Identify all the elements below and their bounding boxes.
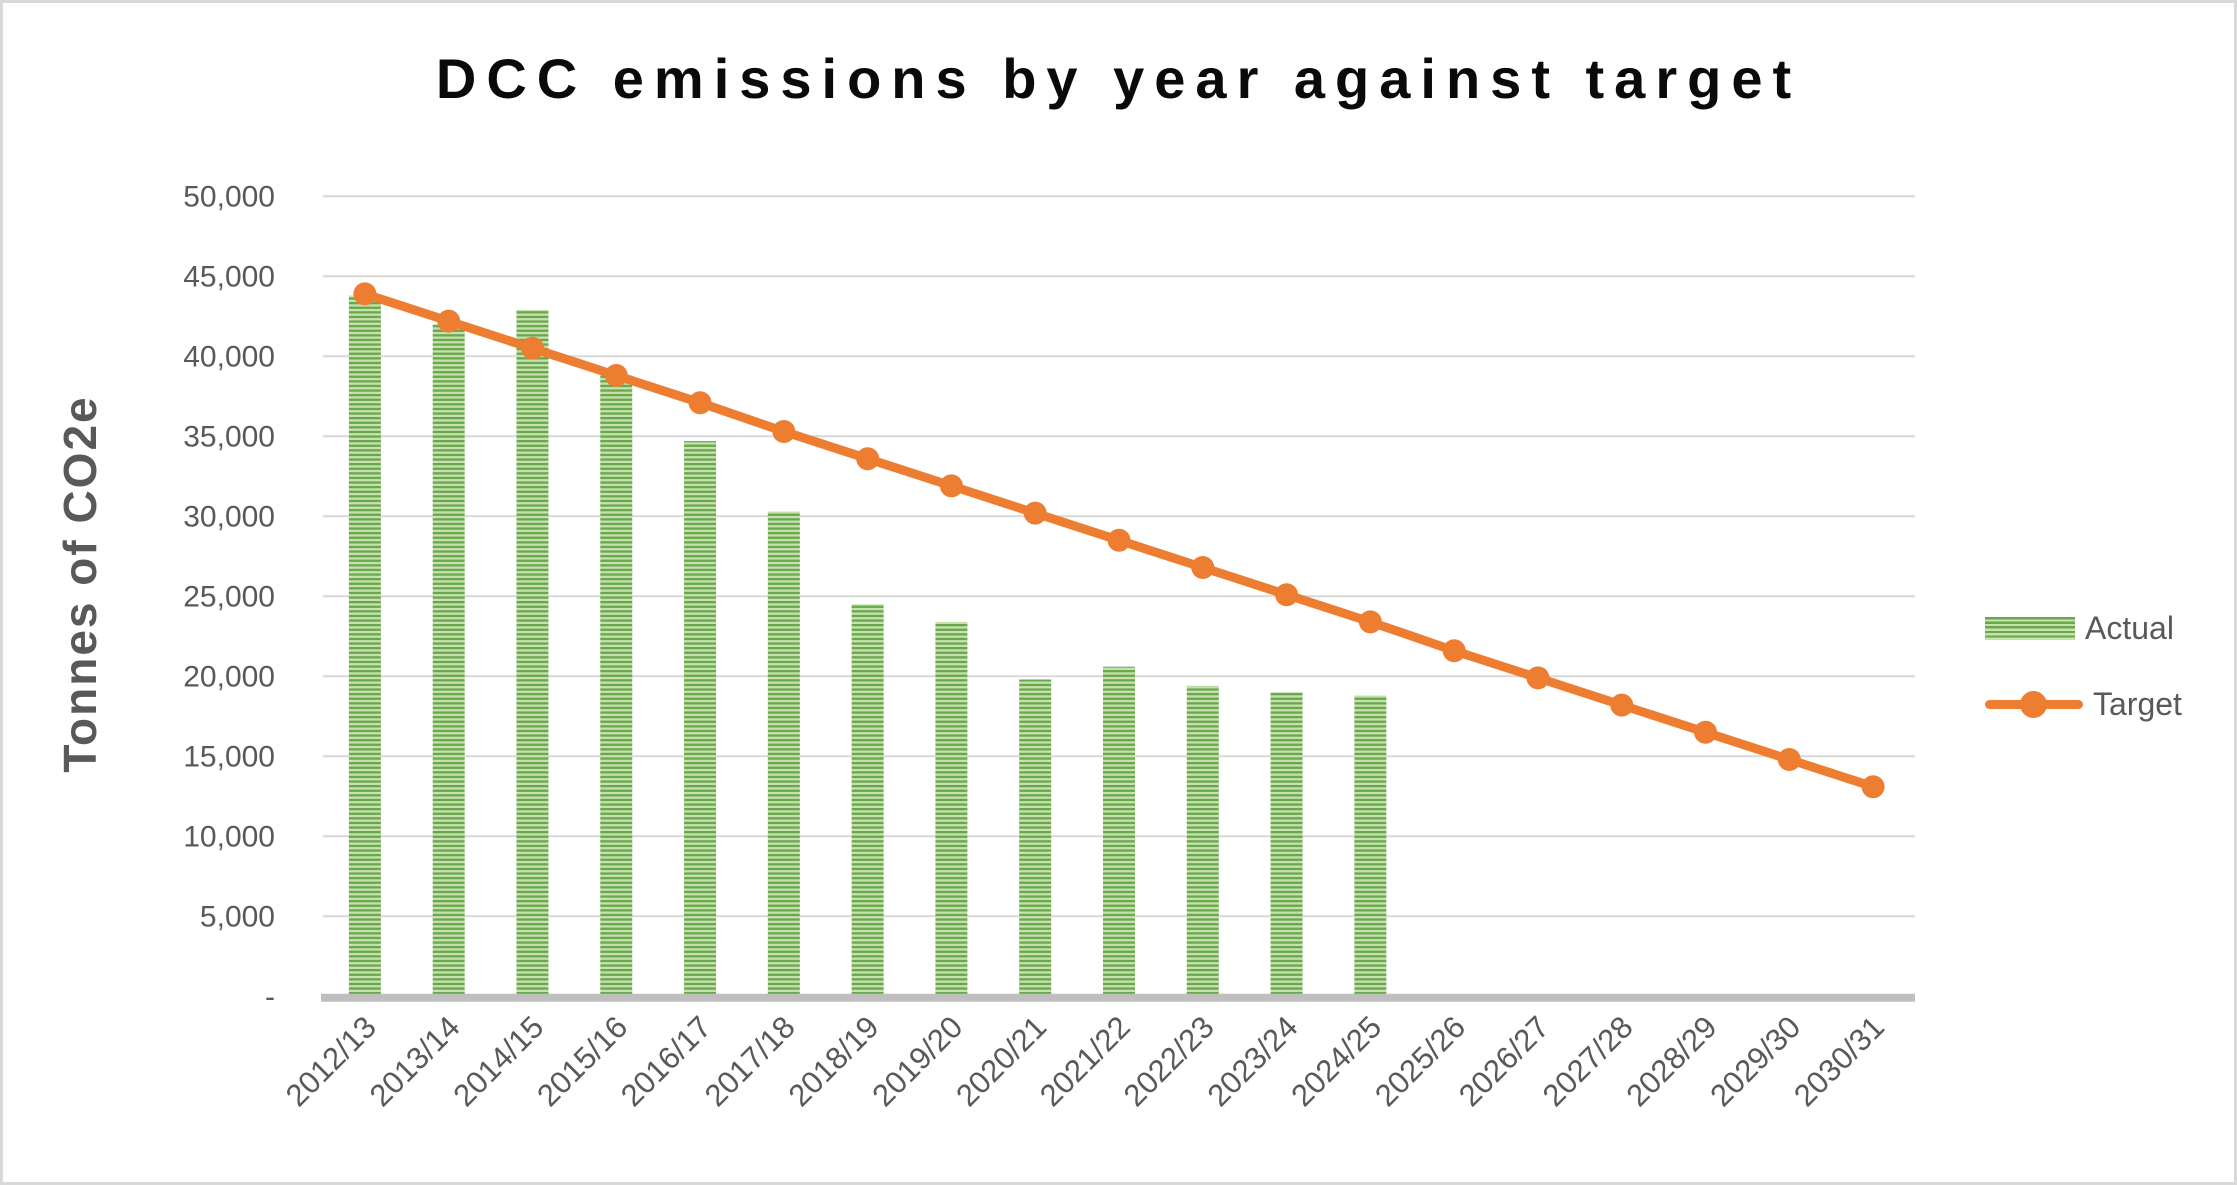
- y-tick-label: 25,000: [183, 580, 275, 613]
- actual-bar-2018/19: [851, 604, 884, 994]
- actual-bar-2015/16: [600, 375, 633, 994]
- x-tick-label: 2023/24: [1201, 1009, 1305, 1113]
- target-marker-2017/18: [772, 420, 796, 443]
- actual-bar-2019/20: [935, 621, 968, 994]
- target-marker-2018/19: [856, 447, 880, 471]
- y-tick-label: 40,000: [183, 340, 275, 373]
- x-tick-label: 2028/29: [1619, 1009, 1723, 1113]
- legend-item-target: Target: [1985, 681, 2182, 727]
- target-marker-2016/17: [688, 391, 712, 415]
- x-tick-label: 2016/17: [614, 1009, 718, 1113]
- actual-bar-2014/15: [516, 309, 549, 994]
- target-marker-2020/21: [1023, 501, 1047, 525]
- target-marker-2026/27: [1526, 666, 1550, 690]
- x-tick-label: 2014/15: [446, 1009, 550, 1113]
- actual-bar-2021/22: [1103, 666, 1135, 994]
- y-tick-label: 10,000: [183, 820, 275, 853]
- target-marker-2015/16: [604, 364, 628, 387]
- y-tick-label: 35,000: [183, 420, 275, 453]
- y-tick-label: 15,000: [183, 740, 275, 773]
- target-marker-2025/26: [1442, 639, 1466, 663]
- target-marker-2013/14: [437, 309, 461, 333]
- target-series-swatch-icon: [1985, 690, 2083, 718]
- target-marker-2027/28: [1610, 693, 1634, 717]
- target-marker-2021/22: [1107, 528, 1131, 552]
- actual-bar-2012/13: [348, 295, 381, 994]
- actual-bar-2017/18: [767, 511, 800, 994]
- y-tick-label: 45,000: [183, 260, 275, 293]
- y-tick-label: 20,000: [183, 660, 275, 693]
- chart-title: DCC emissions by year against target: [435, 47, 1802, 110]
- x-tick-label: 2012/13: [279, 1009, 383, 1113]
- actual-bar-2016/17: [684, 441, 717, 995]
- target-marker-2024/25: [1358, 610, 1382, 634]
- x-tick-label: 2022/23: [1117, 1009, 1221, 1113]
- target-marker-2012/13: [353, 282, 377, 306]
- x-tick-label: 2015/16: [530, 1009, 634, 1113]
- target-marker-2019/20: [939, 474, 963, 498]
- legend-label-target: Target: [2093, 685, 2182, 722]
- plot-area: 50,000 45,000 40,000 35,000 30,000 25,000 20,0…: [183, 180, 1915, 1113]
- x-tick-label: 2019/20: [865, 1009, 969, 1113]
- x-tick-label: 2024/25: [1284, 1009, 1388, 1113]
- x-tick-label: 2013/14: [363, 1009, 467, 1113]
- y-tick-label: 30,000: [183, 500, 275, 533]
- actual-bar-2024/25: [1354, 695, 1387, 994]
- legend-item-actual: Actual: [1985, 605, 2182, 651]
- x-tick-label: 2020/21: [949, 1009, 1053, 1113]
- y-tick-label: 5,000: [200, 900, 275, 933]
- target-marker-2029/30: [1777, 748, 1801, 771]
- x-tick-label: 2029/30: [1703, 1009, 1807, 1113]
- x-tick-label: 2027/28: [1536, 1009, 1640, 1113]
- x-tick-label: 2026/27: [1452, 1009, 1556, 1113]
- legend: Actual Target: [1985, 605, 2182, 727]
- x-tick-label: 2030/31: [1787, 1009, 1891, 1113]
- target-marker-2023/24: [1275, 583, 1299, 607]
- actual-series-swatch-icon: [1985, 616, 2075, 640]
- target-marker-2028/29: [1694, 720, 1718, 744]
- y-tick-label: -: [265, 980, 275, 1013]
- x-tick-label: 2025/26: [1368, 1009, 1472, 1113]
- x-tick-label: 2017/18: [698, 1009, 802, 1113]
- actual-bar-2023/24: [1270, 692, 1303, 994]
- x-tick-label: 2018/19: [782, 1009, 886, 1113]
- actual-bar-2013/14: [432, 324, 465, 994]
- target-marker-2014/15: [520, 336, 544, 360]
- y-tick-label: 50,000: [183, 180, 275, 213]
- legend-label-actual: Actual: [2085, 609, 2174, 646]
- target-marker-2022/23: [1191, 556, 1215, 579]
- actual-bar-2020/21: [1019, 679, 1052, 994]
- x-tick-label: 2021/22: [1033, 1009, 1137, 1113]
- target-marker-2030/31: [1861, 775, 1885, 799]
- actual-bar-2022/23: [1186, 685, 1219, 994]
